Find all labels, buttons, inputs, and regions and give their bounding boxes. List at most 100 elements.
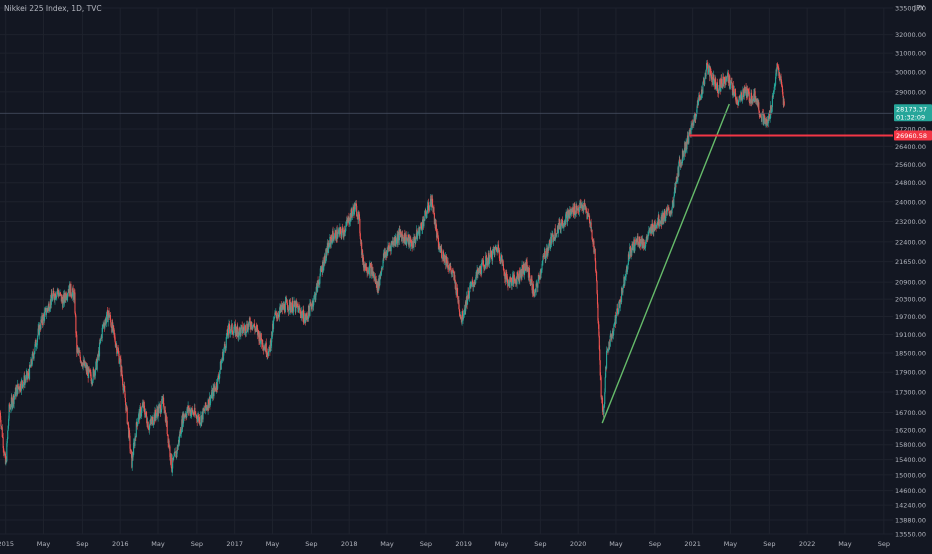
- candle-body: [387, 245, 389, 252]
- candle-body: [698, 95, 700, 97]
- candle-body: [350, 208, 352, 220]
- candle-body: [309, 302, 311, 316]
- candle-body: [280, 304, 282, 310]
- candle-body: [606, 350, 608, 352]
- candle-body: [511, 282, 513, 286]
- candle-body: [332, 230, 334, 243]
- candle-body: [84, 360, 86, 368]
- candle-body: [596, 281, 598, 294]
- candle-body: [109, 315, 111, 320]
- candle-body: [706, 64, 708, 66]
- candle-body: [401, 234, 403, 242]
- candle-body: [169, 446, 171, 457]
- candle-body: [488, 253, 490, 265]
- candle-body: [295, 301, 297, 312]
- candle-body: [537, 281, 539, 288]
- candle-body: [31, 353, 33, 365]
- candle-body: [511, 276, 514, 283]
- candle-body: [13, 395, 16, 398]
- candle-body: [124, 390, 126, 398]
- candle-body: [122, 385, 124, 391]
- candle-body: [433, 212, 435, 224]
- candle-body: [217, 377, 219, 389]
- candle-body: [621, 287, 623, 303]
- candle-body: [373, 277, 375, 279]
- candle-body: [738, 96, 740, 101]
- price-axis[interactable]: 33500.00 32000.00 31000.00 30000.00 29000.00…: [894, 5, 932, 539]
- candle-body: [633, 239, 635, 252]
- candle-body: [775, 76, 777, 85]
- candle-body: [447, 261, 449, 269]
- time-tick-label: May: [266, 540, 280, 548]
- candle-body: [155, 413, 157, 419]
- candle-body: [395, 237, 397, 244]
- candle-body: [491, 251, 493, 260]
- candle-body: [526, 259, 528, 262]
- candle-body: [397, 235, 399, 243]
- candle-body: [67, 292, 69, 294]
- candle-body: [413, 237, 415, 248]
- trendline[interactable]: [601, 103, 730, 424]
- candle-body: [230, 325, 232, 331]
- candle-body: [659, 222, 661, 226]
- candle-body: [675, 181, 677, 190]
- candle-body: [767, 116, 769, 124]
- candle-body: [67, 293, 69, 298]
- candle-body: [88, 367, 90, 379]
- candle-body: [76, 347, 78, 353]
- candle-body: [440, 248, 442, 252]
- price-tick-label: 20300.00: [895, 296, 926, 304]
- candle-body: [195, 413, 197, 417]
- candle-body: [156, 409, 158, 413]
- candle-body: [170, 453, 172, 468]
- candle-body: [513, 274, 515, 285]
- candle-body: [782, 92, 784, 96]
- drawing-layer[interactable]: [0, 103, 893, 424]
- candle-body: [379, 274, 381, 286]
- candle-body: [153, 422, 155, 425]
- candle-body: [323, 259, 325, 268]
- candle-body: [28, 365, 31, 380]
- candle-body: [523, 264, 525, 276]
- candle-body: [503, 271, 505, 277]
- candle-body: [143, 402, 145, 406]
- candle-body: [194, 407, 196, 414]
- candle-body: [40, 319, 42, 329]
- candle-body: [313, 294, 315, 296]
- candle-body: [298, 305, 300, 307]
- candle-body: [470, 282, 472, 287]
- candle-body: [439, 246, 441, 249]
- candle-body: [513, 274, 515, 280]
- time-axis[interactable]: 2015 May Sep 2016 May Sep 2017 May Sep 2018 May Sep…: [0, 540, 890, 548]
- candle-body: [723, 77, 725, 84]
- candle-body: [707, 65, 709, 74]
- time-tick-label: 2018: [341, 540, 358, 548]
- candle-body: [514, 279, 516, 283]
- candle-body: [594, 248, 596, 261]
- price-tick-label: 21650.00: [895, 258, 926, 266]
- candle-body: [275, 311, 277, 315]
- candle-body: [292, 311, 294, 313]
- candle-body: [322, 261, 324, 271]
- candle-body: [328, 246, 330, 248]
- candle-body: [642, 239, 644, 246]
- candle-body: [566, 210, 569, 223]
- candle-body: [160, 412, 162, 414]
- candle-body: [541, 269, 543, 272]
- candle-body: [48, 303, 50, 312]
- candle-body: [710, 75, 713, 80]
- candle-body: [25, 374, 27, 380]
- candle-body: [29, 365, 31, 368]
- candle-body: [300, 313, 302, 317]
- candle-body: [174, 452, 176, 453]
- candle-body: [318, 282, 320, 284]
- candle-body: [289, 300, 291, 302]
- candle-body: [237, 326, 239, 330]
- candle-body: [105, 319, 107, 324]
- candle-body: [758, 110, 760, 113]
- candle-body: [628, 257, 630, 258]
- candle-body: [256, 327, 258, 329]
- candle-body: [724, 79, 726, 84]
- candle-body: [54, 293, 56, 299]
